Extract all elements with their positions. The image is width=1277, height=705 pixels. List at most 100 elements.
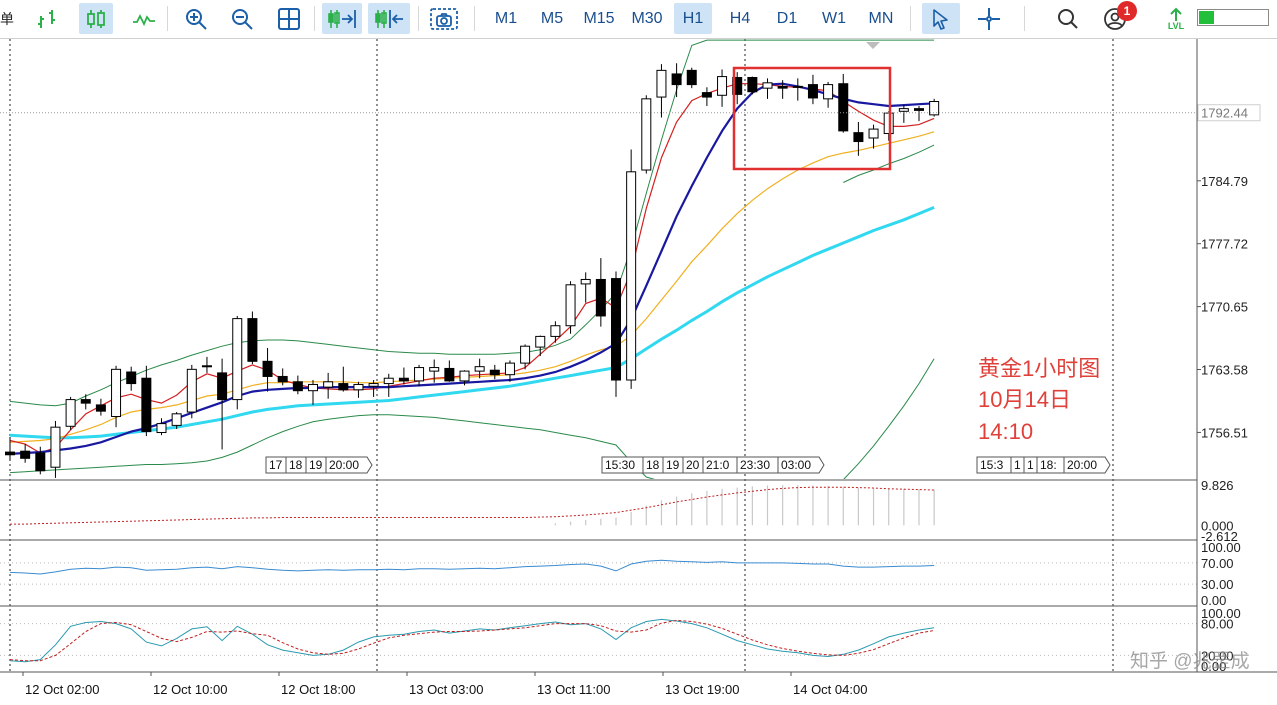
candle-body <box>565 284 576 327</box>
candle-body <box>217 372 228 401</box>
zoom-out-button[interactable] <box>226 3 258 34</box>
separator <box>474 6 475 31</box>
candle-body <box>156 423 167 434</box>
session-tag: 1 <box>1010 456 1025 474</box>
line-chart-button[interactable] <box>128 3 160 34</box>
rsi-tick-label: 30.00 <box>1201 577 1234 592</box>
session-tag-label: 19 <box>666 458 680 472</box>
chart-shift-marker <box>866 42 880 49</box>
zoom-in-button[interactable] <box>180 3 212 34</box>
time-tick-label: 13 Oct 03:00 <box>409 682 483 697</box>
line-chart-icon <box>133 13 155 26</box>
candle <box>201 356 212 373</box>
candle <box>20 444 31 463</box>
session-tag-label: 1 <box>1027 458 1034 472</box>
level-meter-fill <box>1199 11 1214 24</box>
crosshair-button[interactable] <box>972 3 1006 34</box>
timeframe-h4-button[interactable]: H4 <box>729 9 751 27</box>
grid-icon <box>278 7 300 30</box>
separator <box>1024 6 1025 31</box>
candle-body <box>671 73 682 86</box>
chart-background <box>0 39 1277 705</box>
candle <box>429 359 440 383</box>
candle-body <box>626 171 637 381</box>
candle <box>762 78 773 99</box>
candle <box>262 347 273 392</box>
timeframe-m30-button[interactable]: M30 <box>631 9 663 27</box>
candle-body <box>80 399 91 404</box>
current-price-label: 1792.44 <box>1201 106 1248 121</box>
stoch-tick-label: 80.00 <box>1201 617 1234 632</box>
watermark: 知乎 @兆罡成 <box>1130 650 1250 672</box>
toolbar-left-glyph: 单 <box>0 10 14 27</box>
session-tag-label: 19 <box>309 458 323 472</box>
candle <box>292 375 303 395</box>
candle-body <box>50 426 61 468</box>
session-tag: 20:00 <box>325 456 373 474</box>
timeframe-d1-button[interactable]: D1 <box>776 9 798 27</box>
timeframe-mn-button[interactable]: MN <box>868 9 894 27</box>
notification-badge: 1 <box>1117 1 1137 21</box>
bar-chart-button[interactable] <box>31 3 63 34</box>
candle <box>247 311 258 364</box>
candle-body <box>459 370 470 382</box>
timeframe-m15-button[interactable]: M15 <box>583 9 615 27</box>
candle-body <box>95 404 106 412</box>
annotation-time: 14:10 <box>978 419 1033 444</box>
candle-body <box>520 345 531 364</box>
candlestick-button[interactable] <box>79 3 113 34</box>
candle-body <box>792 85 803 88</box>
candle <box>5 436 15 461</box>
search-button[interactable] <box>1052 3 1084 34</box>
candle-body <box>550 325 561 337</box>
candle <box>50 420 61 478</box>
search-icon <box>1058 8 1078 29</box>
candle <box>807 74 818 105</box>
grid-button[interactable] <box>273 3 305 34</box>
session-tag: 20 <box>682 456 704 474</box>
candle-body <box>611 278 621 381</box>
ma-blue-line <box>9 82 935 455</box>
timeframe-w1-button[interactable]: W1 <box>822 9 846 27</box>
candle-body <box>777 85 788 89</box>
rsi-tick-label: 70.00 <box>1201 556 1234 571</box>
session-tag: 15:3 <box>976 456 1012 474</box>
candle <box>398 367 409 385</box>
candle-body <box>65 399 76 427</box>
candle <box>459 370 470 386</box>
cursor-button[interactable] <box>922 3 960 34</box>
session-tag: 20:00 <box>1063 456 1111 474</box>
level-meter <box>1197 9 1269 26</box>
candle-body <box>20 450 31 459</box>
timeframe-h1-button[interactable]: H1 <box>674 3 712 34</box>
session-tag-label: 20:00 <box>329 458 359 472</box>
candle <box>520 344 531 370</box>
candle-body <box>262 360 273 377</box>
candle <box>444 360 455 382</box>
candle-body <box>641 98 652 171</box>
zoom-out-icon <box>232 8 253 30</box>
price-tick-label: 1756.51 <box>1201 425 1248 440</box>
timeframe-m1-button[interactable]: M1 <box>494 9 518 27</box>
candle <box>701 87 712 106</box>
candle-body <box>823 84 834 100</box>
vertical-grid <box>9 39 1114 672</box>
candle-body <box>292 381 303 392</box>
chart-shift-button[interactable] <box>368 3 410 34</box>
candle-body <box>338 383 349 391</box>
candle <box>898 105 909 123</box>
session-tag-box <box>1063 456 1111 474</box>
autoscroll-button[interactable] <box>322 3 362 34</box>
candle <box>732 72 743 105</box>
session-tag: 18 <box>642 456 664 474</box>
candle <box>641 95 652 174</box>
signal-level-button[interactable]: LVL <box>1160 3 1192 34</box>
macd-tick-label: -2.612 <box>1201 529 1238 544</box>
chart-area[interactable]: 17 18 19 20:00 15:30 18 19 20 21:0 23:30 03:00 15:3… <box>0 39 1277 705</box>
timeframe-m5-button[interactable]: M5 <box>540 9 564 27</box>
candle-body <box>171 413 182 426</box>
candle-body <box>277 375 288 383</box>
screenshot-button[interactable] <box>427 3 461 34</box>
